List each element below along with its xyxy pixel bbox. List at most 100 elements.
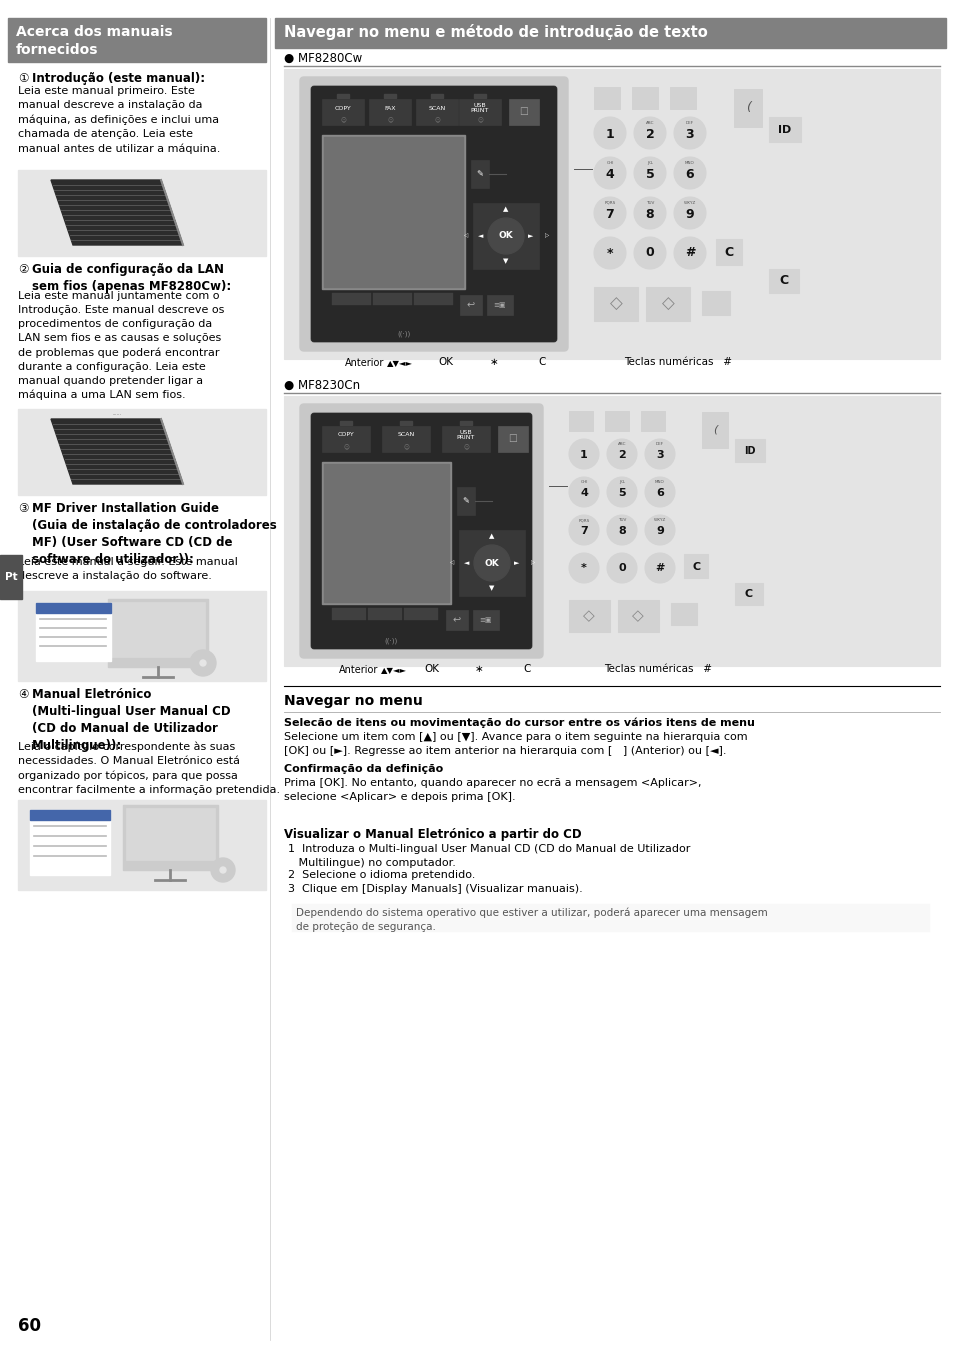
Text: 0: 0 [618, 563, 625, 573]
Text: 4: 4 [605, 168, 614, 182]
Bar [431, 94, 442, 98]
Text: Leia este manual juntamente com o
Introdução. Este manual descreve os
procedimen: Leia este manual juntamente com o Introd… [18, 291, 224, 400]
Text: Pt: Pt [5, 572, 17, 582]
Text: ☺: ☺ [387, 119, 393, 124]
Circle shape [594, 117, 625, 150]
Text: Prima [OK]. No entanto, quando aparecer no ecrã a mensagem <Aplicar>,
selecione : Prima [OK]. No entanto, quando aparecer … [284, 778, 700, 802]
Bar [336, 94, 349, 98]
Text: ▼: ▼ [489, 585, 495, 590]
Text: GHI: GHI [606, 160, 613, 164]
Circle shape [673, 156, 705, 189]
Text: SCAN: SCAN [428, 105, 445, 111]
Text: FAX: FAX [384, 105, 395, 111]
Circle shape [644, 553, 675, 582]
Text: GHI: GHI [579, 480, 587, 484]
Bar [369, 98, 411, 125]
Text: ABC: ABC [645, 121, 654, 125]
Bar [458, 530, 524, 596]
Text: 3: 3 [685, 128, 694, 142]
Bar [441, 426, 490, 452]
FancyBboxPatch shape [311, 412, 532, 648]
Text: 2: 2 [645, 128, 654, 142]
Circle shape [568, 515, 598, 545]
Text: 9: 9 [656, 526, 663, 537]
Text: C: C [692, 562, 700, 572]
Text: ☐: ☐ [508, 434, 517, 443]
Text: ((·)): ((·)) [397, 330, 410, 337]
Text: TUV: TUV [645, 201, 654, 205]
Circle shape [568, 439, 598, 469]
Text: #: # [655, 563, 664, 573]
Text: 8: 8 [645, 209, 654, 221]
Text: ● MF8230Cn: ● MF8230Cn [284, 379, 359, 392]
Circle shape [594, 156, 625, 189]
Text: Leia este manual a seguir. Este manual
descreve a instalação do software.: Leia este manual a seguir. Este manual d… [18, 557, 237, 581]
Bar [30, 810, 110, 820]
Text: 60: 60 [18, 1317, 41, 1335]
Text: 9: 9 [685, 209, 694, 221]
Circle shape [488, 218, 523, 253]
Text: ▲: ▲ [503, 206, 508, 212]
Text: ◇: ◇ [632, 608, 643, 624]
Text: ID: ID [743, 446, 755, 456]
Bar [456, 487, 475, 515]
Text: JKL: JKL [646, 160, 652, 164]
Text: ▼: ▼ [503, 257, 508, 264]
Bar [36, 603, 111, 661]
Bar [108, 599, 208, 667]
Text: OK: OK [438, 357, 453, 367]
Text: ◇: ◇ [609, 295, 621, 313]
Circle shape [594, 237, 625, 270]
Bar [734, 439, 764, 462]
Circle shape [634, 117, 665, 150]
Text: ☺: ☺ [340, 119, 346, 124]
Text: ►: ► [514, 559, 519, 566]
Text: 3: 3 [656, 450, 663, 460]
Circle shape [606, 439, 637, 469]
Text: Selecione um item com [▲] ou [▼]. Avance para o item seguinte na hierarquia com
: Selecione um item com [▲] ou [▼]. Avance… [284, 732, 747, 756]
Bar [640, 411, 664, 431]
Bar [126, 807, 214, 860]
Text: Navegar no menu e método de introdução de texto: Navegar no menu e método de introdução d… [284, 24, 707, 40]
Bar [604, 411, 628, 431]
Circle shape [644, 439, 675, 469]
Bar [416, 98, 457, 125]
Text: ≡▣: ≡▣ [479, 617, 492, 623]
Text: ▲▼◄►: ▲▼◄► [380, 666, 407, 675]
Text: ∗: ∗ [475, 665, 483, 674]
Circle shape [673, 197, 705, 229]
Bar [471, 160, 489, 187]
Text: Teclas numéricas   #: Teclas numéricas # [603, 665, 711, 674]
Text: Leia este manual primeiro. Este
manual descreve a instalação da
máquina, as defi: Leia este manual primeiro. Este manual d… [18, 86, 220, 154]
Text: Selecão de itens ou movimentação do cursor entre os vários itens de menu: Selecão de itens ou movimentação do curs… [284, 718, 754, 728]
Bar [322, 98, 364, 125]
Bar [339, 421, 352, 425]
Text: 6: 6 [656, 488, 663, 497]
Bar [8, 18, 266, 62]
Bar [594, 287, 638, 321]
Text: C: C [744, 589, 752, 599]
Text: Acerca dos manuais
fornecidos: Acerca dos manuais fornecidos [16, 26, 172, 58]
Text: ID: ID [778, 125, 791, 135]
Bar [322, 462, 451, 604]
Bar [670, 603, 697, 625]
Bar [683, 554, 707, 578]
Text: Teclas numéricas   #: Teclas numéricas # [623, 357, 731, 367]
Circle shape [634, 197, 665, 229]
Text: ↩: ↩ [466, 301, 475, 310]
Text: Introdução (este manual):: Introdução (este manual): [32, 71, 205, 85]
Bar [594, 88, 619, 109]
Bar [568, 600, 609, 632]
Text: ▲: ▲ [489, 532, 495, 539]
Text: Confirmação da definição: Confirmação da definição [284, 764, 443, 774]
Text: ☺: ☺ [343, 445, 349, 450]
Circle shape [673, 237, 705, 270]
Text: (: ( [745, 101, 750, 115]
Bar [284, 69, 939, 359]
Bar [486, 295, 513, 315]
Circle shape [211, 857, 234, 882]
Text: C: C [723, 245, 733, 259]
Bar [473, 611, 498, 630]
Circle shape [634, 237, 665, 270]
Circle shape [644, 515, 675, 545]
